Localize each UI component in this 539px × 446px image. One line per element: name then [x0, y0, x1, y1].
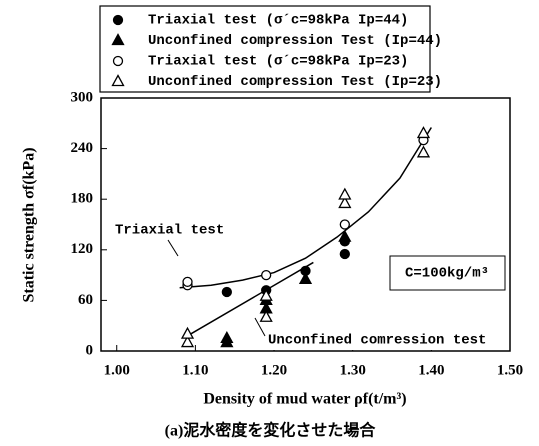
note-box	[389, 255, 506, 291]
plot-frame	[100, 97, 511, 352]
legend-marker	[111, 33, 125, 46]
legend-marker	[112, 55, 124, 67]
x-tick-label: 1.50	[497, 362, 523, 378]
legend-box	[99, 5, 431, 93]
point	[221, 286, 232, 298]
caption: (a)泥水密度を変化させた場合	[165, 421, 377, 440]
curve-label: Unconfined comression test	[268, 333, 486, 349]
legend-marker	[111, 74, 125, 87]
y-tick-label: 60	[78, 292, 93, 308]
point	[338, 229, 352, 242]
y-tick-label: 300	[71, 89, 94, 105]
point	[259, 309, 273, 322]
point	[416, 126, 431, 139]
label-bg	[266, 330, 502, 350]
x-tick-label: 1.20	[261, 362, 287, 378]
pointer	[254, 317, 266, 337]
point	[259, 288, 273, 301]
x-tick-label: 1.30	[340, 362, 366, 378]
curve-label: Triaxial test	[115, 223, 224, 239]
x-tick-label: 1.40	[418, 362, 444, 378]
legend-label: Triaxial test (σ´c=98kPa Ip=44)	[148, 13, 408, 29]
point	[220, 331, 234, 343]
point	[182, 276, 193, 287]
point	[180, 326, 195, 339]
point	[180, 335, 195, 348]
note: C=100kg/m³	[405, 266, 489, 282]
point	[339, 219, 350, 230]
fit-curve	[187, 261, 314, 337]
point	[298, 271, 313, 284]
legend-label: Triaxial test (σ´c=98kPa Ip=23)	[148, 54, 408, 70]
x-tick-label: 1.00	[104, 362, 130, 378]
y-tick-label: 240	[71, 140, 94, 156]
point	[416, 145, 431, 158]
y-tick-label: 0	[86, 342, 94, 358]
y-axis-title: Static strength σf(kPa)	[21, 147, 38, 302]
fit-curve	[179, 127, 432, 289]
y-tick-label: 120	[71, 241, 94, 257]
legend-marker	[112, 14, 124, 26]
legend-label: Unconfined compression Test (Ip=44)	[148, 33, 442, 49]
point	[339, 248, 350, 260]
legend-label: Unconfined compression Test (Ip=23)	[148, 74, 442, 90]
x-tick-label: 1.10	[182, 362, 208, 378]
point	[338, 196, 352, 209]
pointer	[167, 239, 179, 257]
y-tick-label: 180	[71, 191, 94, 207]
point	[261, 269, 272, 281]
x-axis-title: Density of mud water ρf(t/m³)	[203, 391, 406, 408]
point	[338, 187, 352, 200]
